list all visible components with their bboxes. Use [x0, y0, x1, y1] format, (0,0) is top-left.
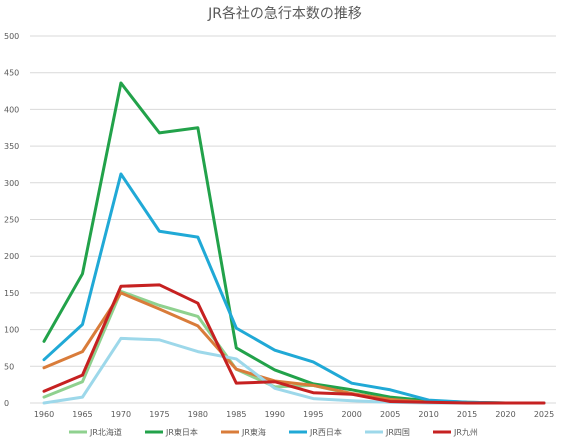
- x-tick-label: 2000: [342, 410, 362, 419]
- y-axis-ticks: 0 50 100 150 200 250 300 350 400 450 500: [4, 32, 19, 408]
- legend-label: JR四国: [385, 428, 410, 437]
- x-axis-ticks: 1960 1965 1970 1975 1980 1985 1990 1995 2000 2005…: [34, 410, 554, 419]
- x-tick-label: 1980: [188, 410, 208, 419]
- x-tick-label: 2005: [380, 410, 400, 419]
- y-tick-label: 500: [4, 32, 19, 41]
- x-tick-label: 1965: [72, 410, 92, 419]
- y-tick-label: 50: [4, 362, 14, 371]
- legend-label: JR東海: [241, 427, 266, 437]
- x-tick-label: 1995: [303, 410, 323, 419]
- y-tick-label: 150: [4, 289, 19, 298]
- y-tick-label: 400: [4, 105, 19, 114]
- legend: JR北海道 JR東日本 JR東海 JR西日本 JR四国 JR九州: [69, 427, 478, 437]
- x-tick-label: 1985: [226, 410, 246, 419]
- legend-label: JR西日本: [309, 427, 342, 437]
- y-tick-label: 0: [4, 399, 9, 408]
- y-tick-label: 250: [4, 216, 19, 225]
- legend-label: JR東日本: [165, 427, 198, 437]
- y-tick-label: 200: [4, 252, 19, 261]
- series-line: [42, 336, 546, 405]
- x-tick-label: 1975: [149, 410, 169, 419]
- chart-title: JR各社の急行本数の推移: [207, 6, 362, 22]
- x-tick-label: 1970: [111, 410, 131, 419]
- x-tick-label: 2025: [534, 410, 554, 419]
- x-tick-label: 2020: [495, 410, 515, 419]
- y-tick-label: 350: [4, 142, 19, 151]
- y-tick-label: 300: [4, 179, 19, 188]
- series-lines: [42, 81, 546, 405]
- x-tick-label: 1960: [34, 410, 54, 419]
- legend-label: JR北海道: [89, 427, 122, 437]
- y-tick-label: 100: [4, 326, 19, 335]
- x-tick-label: 2015: [457, 410, 477, 419]
- series-line: [42, 283, 546, 405]
- y-tick-label: 450: [4, 69, 19, 78]
- legend-label: JR九州: [453, 428, 478, 437]
- x-tick-label: 2010: [418, 410, 438, 419]
- x-tick-label: 1990: [265, 410, 285, 419]
